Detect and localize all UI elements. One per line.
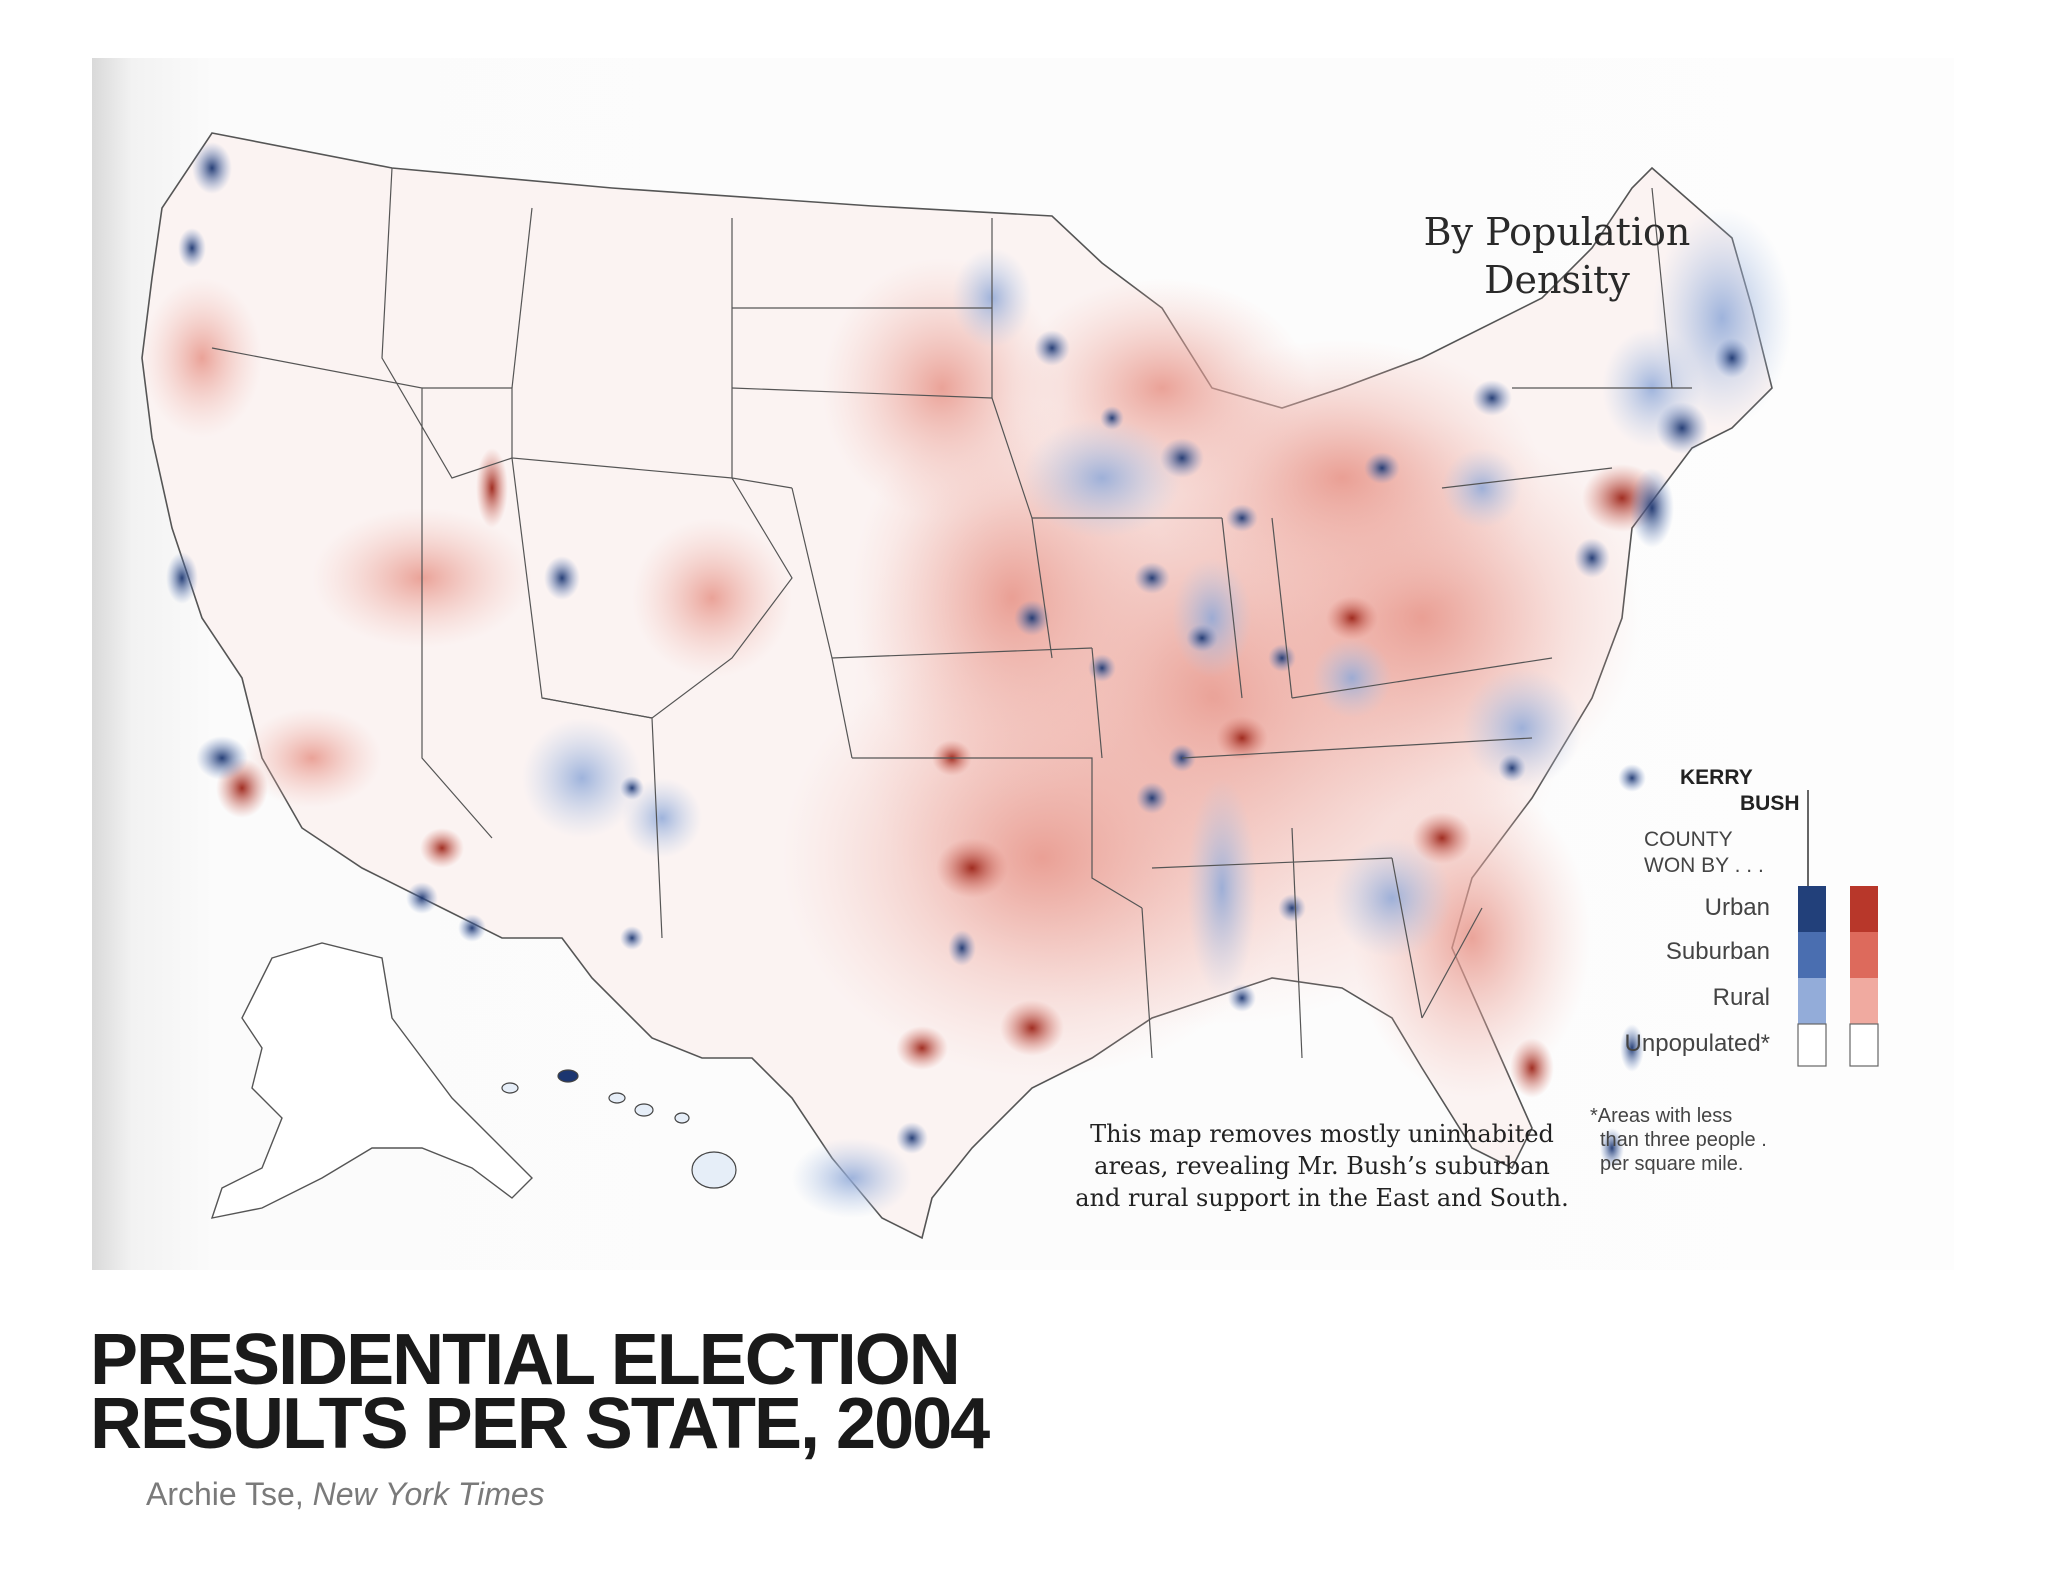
map-title-line2: Density — [1484, 258, 1630, 302]
legend-footnote-line1: *Areas with less — [1590, 1105, 1733, 1127]
kerry-suburban-swatch — [1798, 932, 1826, 978]
legend-kerry-label: KERRY — [1680, 766, 1753, 789]
legend-heading-line1: COUNTY — [1644, 828, 1733, 851]
legend-row-urban: Urban — [1704, 894, 1770, 921]
map-caption-line2: areas, revealing Mr. Bush’s suburban — [1094, 1152, 1550, 1180]
state-borders — [211, 167, 1692, 1059]
kerry-unpopulated-swatch — [1797, 1023, 1827, 1067]
legend-swatches — [1797, 790, 1879, 1067]
credit-source: New York Times — [312, 1476, 545, 1512]
page-title-line1: PRESIDENTIAL ELECTION — [90, 1320, 961, 1400]
hawaii-islands — [501, 1069, 737, 1189]
bush-unpopulated-swatch — [1849, 1023, 1879, 1067]
legend-footnote-line2: than three people . — [1600, 1129, 1767, 1151]
map-image: By Population Density This map removes m… — [92, 58, 1954, 1270]
map-title-line1: By Population — [1423, 210, 1691, 254]
legend-row-suburban: Suburban — [1665, 938, 1770, 965]
alaska-outline — [210, 942, 533, 1219]
legend-row-unpopulated: Unpopulated* — [1624, 1030, 1770, 1057]
map-caption: This map removes mostly uninhabited area… — [972, 1118, 1672, 1214]
bush-rural-swatch — [1850, 978, 1878, 1024]
map-caption-line3: and rural support in the East and South. — [1075, 1184, 1569, 1212]
bush-suburban-swatch — [1850, 932, 1878, 978]
credit: Archie Tse, New York Times — [146, 1476, 545, 1513]
kerry-urban-centers — [166, 142, 1750, 1168]
legend-heading-line2: WON BY . . . — [1644, 854, 1764, 877]
legend-row-rural: Rural — [1712, 984, 1770, 1011]
kerry-rural-patches — [522, 208, 1792, 1218]
us-county-map — [141, 132, 1792, 1240]
credit-author: Archie Tse, — [146, 1476, 313, 1512]
page-title: PRESIDENTIAL ELECTION RESULTS PER STATE,… — [90, 1320, 990, 1464]
legend-footnote-line3: per square mile. — [1600, 1153, 1744, 1175]
map-title: By Population Density — [1382, 208, 1732, 304]
legend-footnote: *Areas with less than three people . per… — [1590, 1104, 1850, 1176]
map-caption-line1: This map removes mostly uninhabited — [1090, 1120, 1554, 1148]
page-title-line2: RESULTS PER STATE, 2004 — [90, 1384, 990, 1464]
kerry-urban-swatch — [1798, 886, 1826, 932]
legend-bush-label: BUSH — [1740, 792, 1800, 815]
bush-urban-swatch — [1850, 886, 1878, 932]
kerry-rural-swatch — [1798, 978, 1826, 1024]
